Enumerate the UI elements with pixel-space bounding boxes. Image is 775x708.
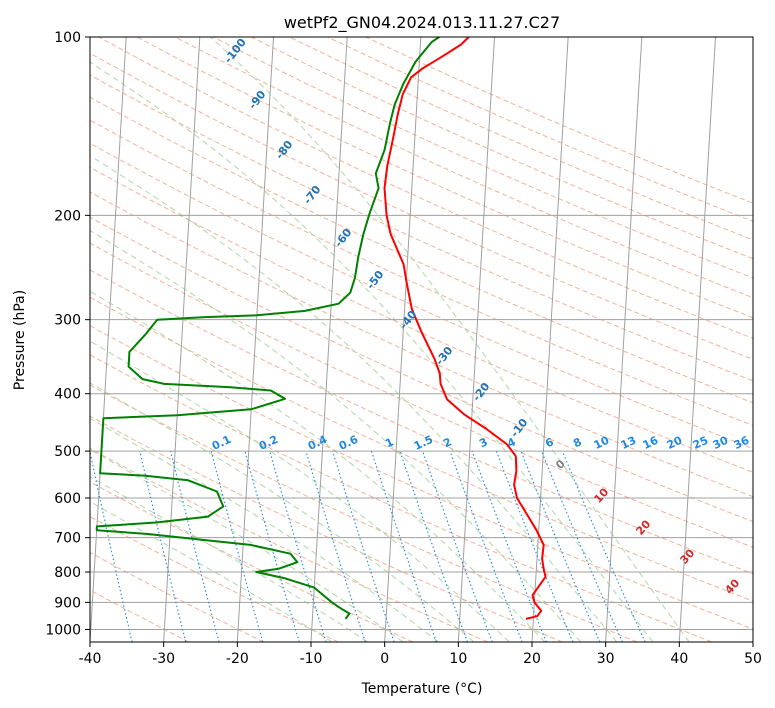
dry-adiabat [90, 242, 753, 548]
mixing-ratio-line [449, 450, 523, 642]
plot-frame [89, 36, 754, 643]
mixing-ratio-line [244, 450, 300, 642]
isotherm [605, 37, 643, 642]
mixing-ratio-line [139, 450, 187, 642]
plot-area [90, 37, 753, 642]
mixing-ratio-label: 10 [592, 434, 612, 452]
tick-layer: -40 -30 -20 -10 0 10 20 30 40 50 100 200 300 400 500 60… [45, 30, 762, 667]
isotherm [752, 633, 753, 642]
dry-adiabat [90, 166, 753, 473]
dry-adiabat [90, 216, 753, 523]
dry-adiabat [90, 415, 563, 642]
mixing-ratio-label: 36 [732, 434, 752, 452]
mixing-ratio-line [399, 450, 469, 642]
mixing-ratio-label: 13 [619, 434, 638, 452]
isotherm [384, 37, 422, 642]
mixing-ratio-label: 16 [641, 434, 661, 452]
moist-adiabat [90, 448, 404, 642]
chart-title: wetPf2_GN04.2024.013.11.27.C27 [284, 13, 560, 33]
mixing-ratio-label: 20 [665, 434, 685, 452]
mixing-ratio-label: 25 [691, 434, 710, 452]
y-axis-label: Pressure (hPa) [12, 290, 28, 390]
temperature-profile [383, 37, 547, 620]
mixing-ratio-line [422, 450, 493, 642]
x-tick-label: 10 [449, 651, 467, 667]
x-tick-label: -20 [226, 651, 249, 667]
isotherm [531, 37, 569, 642]
grid-layer [90, 37, 753, 642]
dry-adiabat [136, 37, 753, 319]
x-tick-label: 20 [523, 651, 541, 667]
y-tick-label: 1000 [45, 622, 81, 638]
y-tick-label: 700 [54, 531, 81, 547]
dry-adiabat [90, 269, 753, 575]
x-tick-label: 40 [670, 651, 688, 667]
y-tick-label: 300 [54, 313, 81, 329]
y-tick-label: 500 [54, 444, 81, 460]
isotherm [236, 37, 274, 642]
mixing-ratio-line [90, 450, 133, 642]
mixing-ratio-line [471, 450, 547, 642]
isotherm [310, 37, 348, 642]
mixing-ratio-label: 30 [711, 434, 731, 452]
x-tick-label: -30 [152, 651, 175, 667]
dry-adiabat [90, 481, 414, 642]
moist-adiabat [90, 340, 510, 642]
moist-adiabat [90, 476, 368, 642]
mixing-ratio-line [170, 450, 220, 642]
data-layer [95, 37, 547, 620]
x-tick-label: 30 [597, 651, 615, 667]
x-tick-label: 0 [380, 651, 389, 667]
moist-adiabat [90, 382, 475, 642]
y-tick-label: 400 [54, 387, 81, 403]
dry-adiabat [90, 52, 753, 360]
x-tick-label: 50 [744, 651, 762, 667]
isotherm [678, 37, 716, 642]
dry-adiabat [90, 325, 753, 630]
moist-adiabat [90, 501, 333, 642]
x-tick-label: -40 [79, 651, 102, 667]
isotherm [90, 37, 127, 642]
isotherm [457, 37, 495, 642]
x-axis-label: Temperature (°C) [361, 681, 483, 697]
dry-adiabat [90, 191, 753, 498]
dry-adiabat [90, 516, 339, 642]
mixing-ratio-line [495, 450, 574, 642]
dry-adiabat [90, 354, 712, 642]
mixing-ratio-line [269, 450, 327, 642]
mixing-ratio-line [520, 450, 601, 642]
mixing-ratio-line [561, 450, 646, 642]
moist-adiabat [209, 37, 690, 642]
mixing-ratio-line [305, 450, 366, 642]
moist-adiabat [90, 155, 618, 642]
y-tick-label: 100 [54, 30, 81, 46]
dry-adiabat [98, 37, 753, 339]
y-tick-label: 900 [54, 595, 81, 611]
moist-adiabat [90, 61, 654, 642]
mixing-ratio-line [210, 450, 264, 642]
x-tick-label: -10 [300, 651, 323, 667]
dry-adiabat [90, 447, 488, 642]
y-tick-label: 200 [54, 208, 81, 224]
mixing-ratio-line [370, 450, 437, 642]
isotherm [163, 37, 201, 642]
y-tick-label: 600 [54, 491, 81, 507]
dry-adiabat [174, 37, 753, 299]
y-tick-label: 800 [54, 565, 81, 581]
dewpoint-profile [95, 37, 440, 620]
mixing-ratio-line [540, 450, 623, 642]
dry-adiabat [90, 589, 190, 642]
mixing-ratio-line [332, 450, 395, 642]
